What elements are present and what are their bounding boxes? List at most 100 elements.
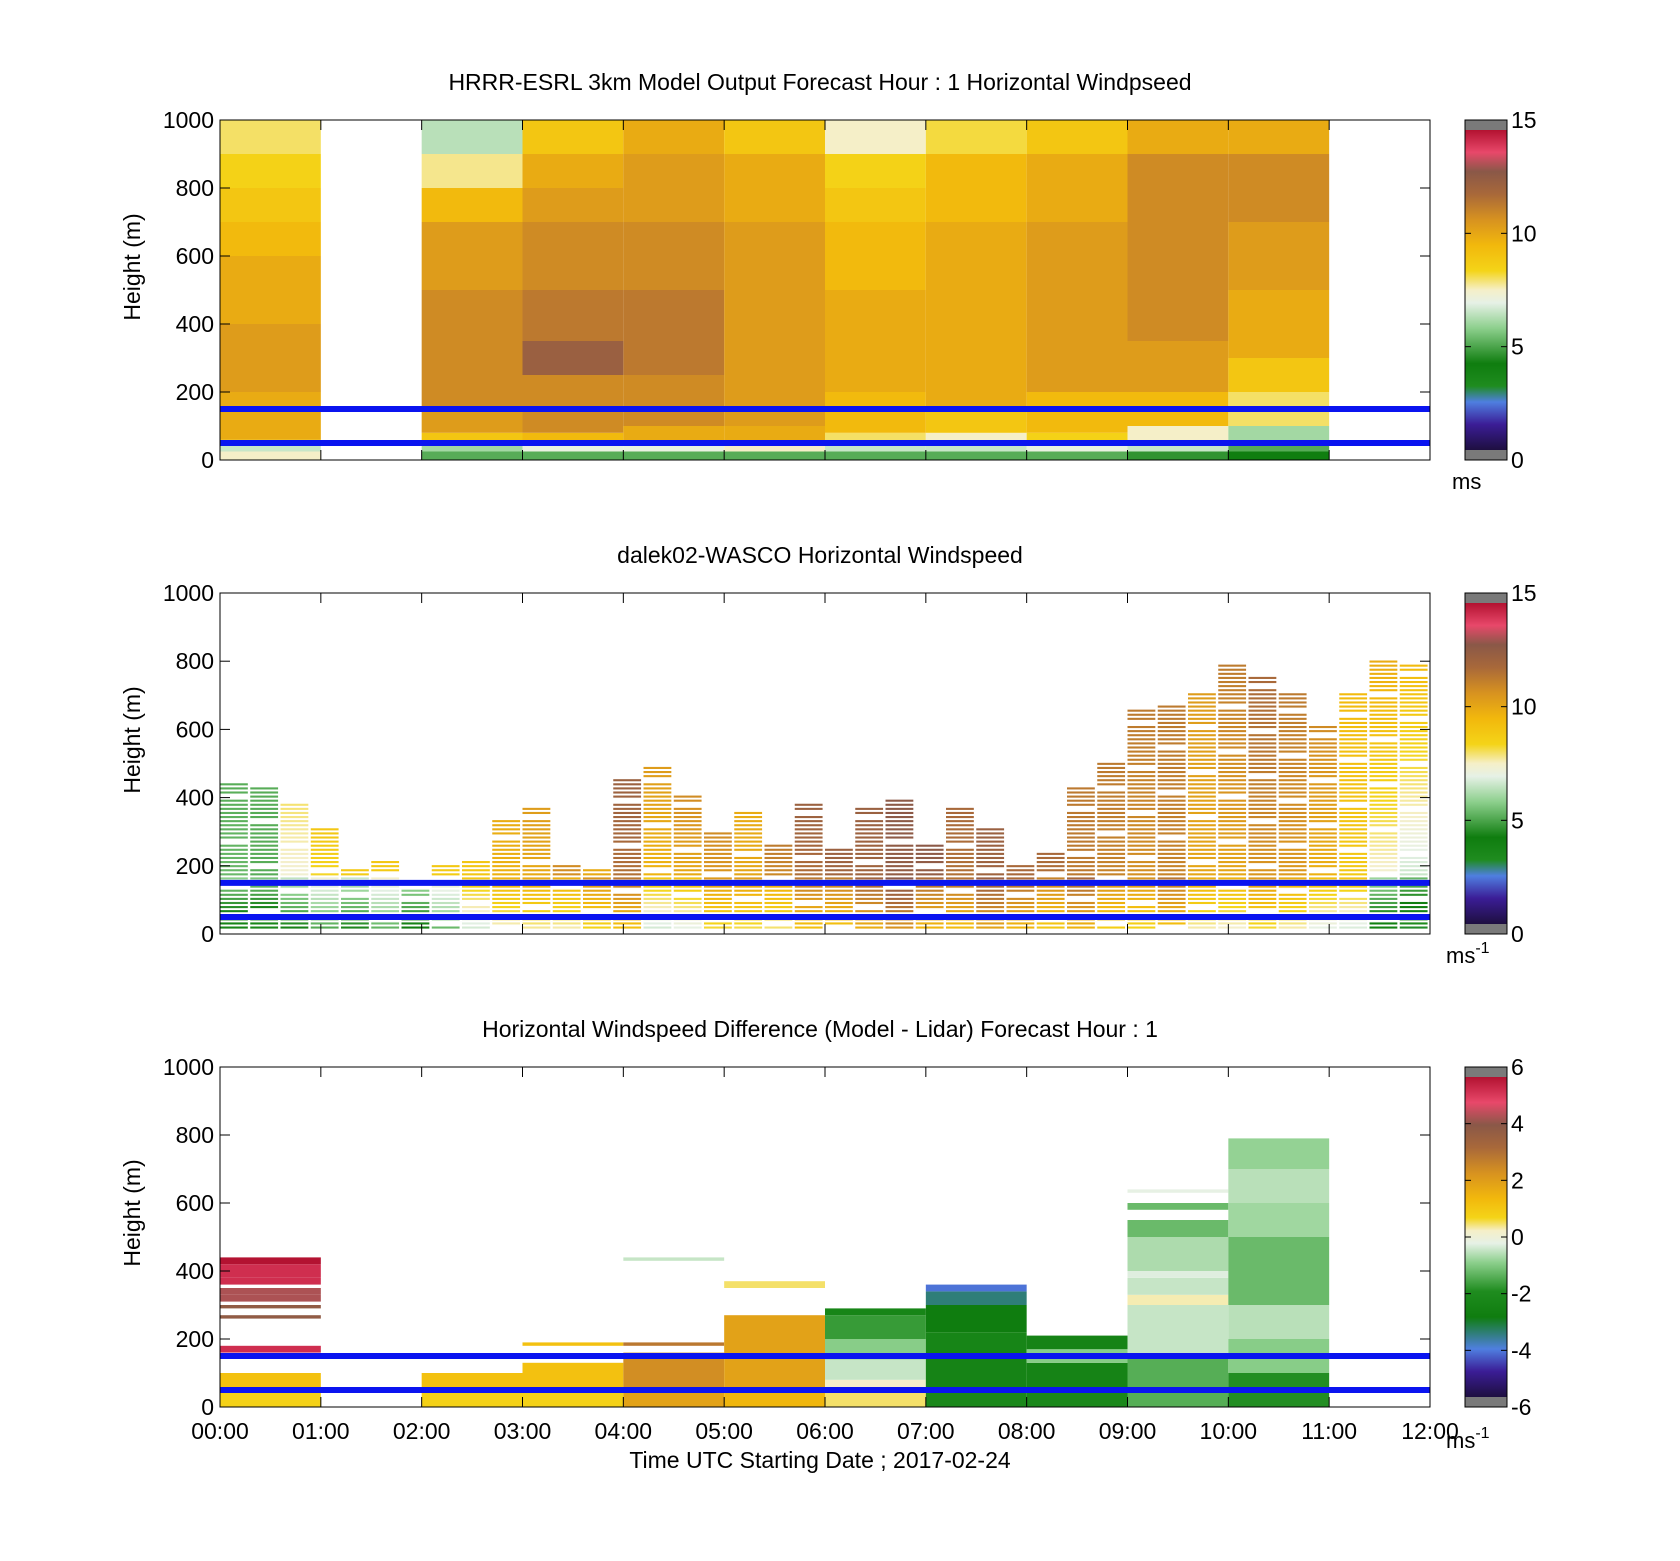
lidar-range-gate xyxy=(1339,750,1368,753)
lidar-range-gate xyxy=(1399,844,1428,847)
lidar-range-gate xyxy=(1127,746,1156,749)
lidar-range-gate xyxy=(946,877,974,880)
lidar-range-gate xyxy=(280,820,309,823)
lidar-range-gate xyxy=(1218,775,1247,778)
lidar-range-gate xyxy=(1127,738,1156,741)
lidar-range-gate xyxy=(1218,828,1247,831)
lidar-range-gate xyxy=(764,844,793,847)
lidar-range-gate xyxy=(1399,664,1428,667)
lidar-range-gate xyxy=(1339,889,1368,892)
lidar-range-gate xyxy=(613,910,642,913)
lidar-range-gate xyxy=(613,848,642,851)
lidar-range-gate xyxy=(1278,779,1307,782)
lidar-range-gate xyxy=(1188,787,1216,790)
lidar-range-gate xyxy=(673,832,702,835)
lidar-range-gate xyxy=(220,848,248,851)
lidar-range-gate xyxy=(1127,893,1156,896)
lidar-range-gate xyxy=(1248,709,1277,712)
lidar-range-gate xyxy=(1218,836,1247,839)
lidar-range-gate xyxy=(1157,803,1186,806)
lidar-range-gate xyxy=(1157,922,1186,925)
lidar-range-gate xyxy=(643,865,672,868)
lidar-range-gate xyxy=(583,906,611,909)
lidar-range-gate xyxy=(1248,680,1277,684)
lidar-range-gate xyxy=(1339,897,1368,900)
lidar-range-gate xyxy=(1369,824,1398,827)
lidar-range-gate xyxy=(310,889,339,892)
lidar-range-gate xyxy=(220,807,248,810)
y-tick-label: 1000 xyxy=(163,107,214,133)
lidar-range-gate xyxy=(1188,811,1216,815)
lidar-range-gate xyxy=(734,906,763,909)
lidar-range-gate xyxy=(976,844,1005,847)
lidar-range-gate xyxy=(976,828,1005,831)
lidar-range-gate xyxy=(1309,750,1337,753)
lidar-range-gate xyxy=(1036,865,1065,868)
colorbar-tick-label: 2 xyxy=(1511,1167,1524,1193)
lidar-range-gate xyxy=(1309,795,1337,798)
lidar-range-gate xyxy=(1278,824,1307,827)
heatmap-cell xyxy=(825,1315,926,1339)
heatmap-cell xyxy=(421,222,523,290)
lidar-range-gate xyxy=(734,926,763,929)
lidar-range-gate xyxy=(1339,799,1368,802)
lidar-range-gate xyxy=(1067,922,1095,925)
lidar-range-gate xyxy=(1248,746,1277,749)
heatmap-cell xyxy=(825,432,926,443)
heatmap-cell xyxy=(220,256,321,324)
lidar-range-gate xyxy=(794,824,823,827)
colorbar-frame xyxy=(1464,592,1508,935)
lidar-range-gate xyxy=(673,877,702,880)
heatmap-cell xyxy=(220,222,321,256)
lidar-range-gate xyxy=(1399,676,1428,679)
lidar-range-gate xyxy=(1369,725,1398,729)
lidar-range-gate xyxy=(1188,799,1216,802)
lidar-range-gate xyxy=(704,897,732,900)
heatmap-cell xyxy=(522,341,624,375)
heatmap-cell xyxy=(220,1288,321,1295)
lidar-range-gate xyxy=(310,873,339,876)
lidar-range-gate xyxy=(1218,865,1247,868)
lidar-range-gate xyxy=(310,910,339,913)
lidar-range-gate xyxy=(552,865,581,868)
lidar-range-gate xyxy=(280,816,309,819)
lidar-range-gate xyxy=(1097,766,1126,770)
lidar-range-gate xyxy=(1339,693,1368,696)
heatmap-cell xyxy=(1026,1335,1128,1350)
lidar-range-gate xyxy=(220,787,248,790)
lidar-range-gate xyxy=(1309,791,1337,794)
lidar-range-gate xyxy=(1369,766,1398,770)
lidar-range-gate xyxy=(1248,693,1277,696)
lidar-range-gate xyxy=(1157,758,1186,761)
heatmap-cell xyxy=(1228,426,1330,443)
lidar-range-gate xyxy=(1097,885,1126,888)
lidar-range-gate xyxy=(1248,836,1277,839)
lidar-range-gate xyxy=(341,897,369,900)
y-tick-label: 600 xyxy=(176,716,214,742)
lidar-range-gate xyxy=(643,885,672,888)
colorbar-tick-label: -6 xyxy=(1511,1394,1531,1420)
lidar-range-gate xyxy=(1218,844,1247,847)
lidar-range-gate xyxy=(1278,820,1307,823)
lidar-range-gate xyxy=(825,873,853,876)
lidar-range-gate xyxy=(976,840,1005,843)
lidar-range-gate xyxy=(734,861,763,864)
lidar-range-gate xyxy=(1157,725,1186,729)
lidar-range-gate xyxy=(1067,832,1095,835)
lidar-range-gate xyxy=(583,926,611,929)
lidar-range-gate xyxy=(1399,811,1428,815)
lidar-range-gate xyxy=(1127,824,1156,827)
lidar-range-gate xyxy=(885,865,914,868)
lidar-range-gate xyxy=(734,820,763,823)
lidar-range-gate xyxy=(1097,889,1126,892)
lidar-range-gate xyxy=(1399,906,1428,909)
lidar-range-gate xyxy=(1399,685,1428,688)
lidar-range-gate xyxy=(825,856,853,860)
lidar-range-gate xyxy=(1157,861,1186,864)
y-tick-label: 400 xyxy=(176,785,214,811)
heatmap-cell xyxy=(1026,154,1128,222)
lidar-range-gate xyxy=(794,828,823,831)
lidar-range-gate xyxy=(613,787,642,790)
lidar-range-gate xyxy=(1097,816,1126,819)
lidar-range-gate xyxy=(1248,725,1277,729)
